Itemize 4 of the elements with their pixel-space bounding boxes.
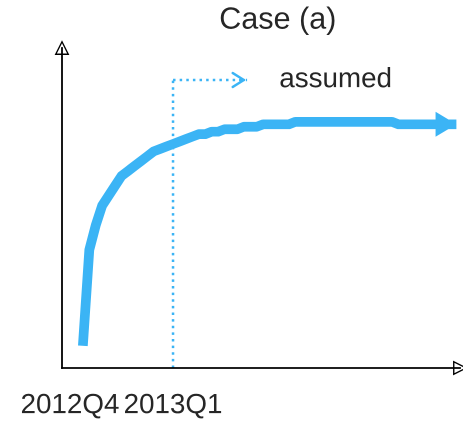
x-tick-label: 2013Q1 (125, 394, 222, 418)
x-tick-label: 2012Q4 (22, 394, 119, 418)
ref-line-label: assumed (280, 67, 390, 88)
chart-title: Case (a) (220, 6, 334, 35)
